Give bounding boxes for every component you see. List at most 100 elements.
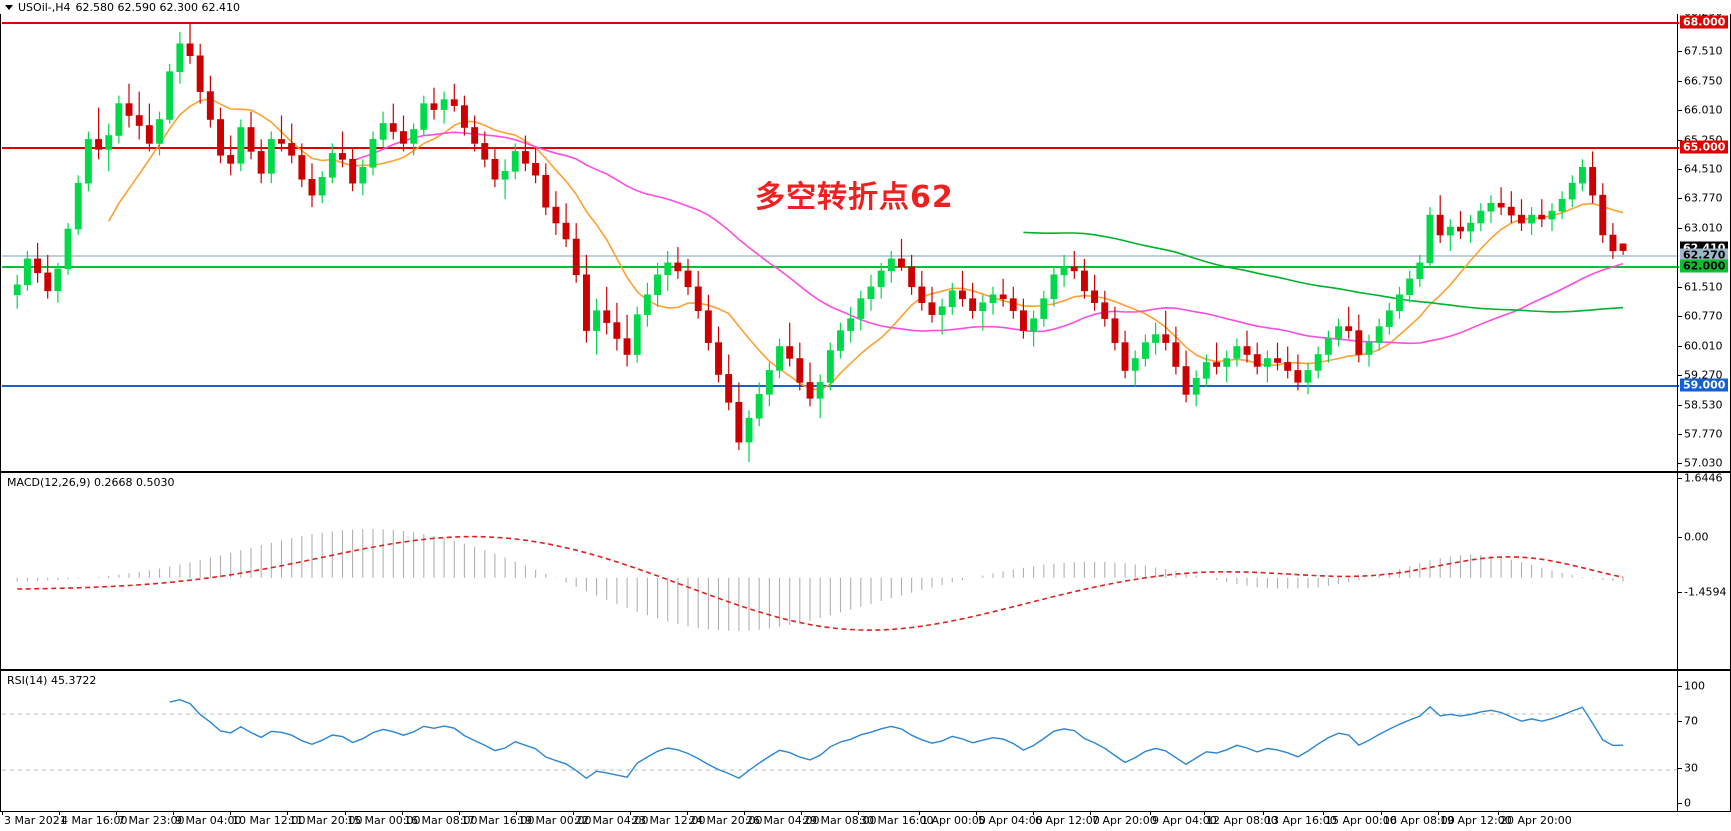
price-pill-62-000[interactable]: 62.000 [1680,259,1729,273]
chart-header: USOil-,H4 62.580 62.590 62.300 62.410 [0,0,1731,14]
triangle-down-icon[interactable] [5,4,13,10]
axis-tick-label: 59.270 [1684,368,1723,382]
rsi-caption: RSI(14) 45.3722 [7,674,97,687]
time-tick-mark [858,812,859,815]
axis-tick-label: 100 [1684,679,1705,693]
time-tick-label: 30 Mar 16:00 [860,814,934,827]
axis-tick-mark [1678,478,1682,479]
level-line-pivot-62 [2,266,1679,268]
price-pill-68-000[interactable]: 68.000 [1680,15,1729,29]
axis-tick-label: 66.750 [1684,74,1723,88]
time-tick-label: 13 Apr 16:00 [1265,814,1337,827]
rsi-pane[interactable]: RSI(14) 45.3722 [0,670,1731,812]
ohlc-values: 62.580 62.590 62.300 62.410 [75,0,240,14]
time-tick-label: 6 Apr 12:00 [1035,814,1100,827]
time-tick-mark [1263,812,1264,815]
axis-tick-mark [1678,110,1682,111]
time-tick-mark [1438,812,1439,815]
time-tick-label: 24 Mar 20:00 [689,814,763,827]
macd-pane[interactable]: MACD(12,26,9) 0.2668 0.5030 [0,472,1731,670]
axis-tick-label: 63.770 [1684,191,1723,205]
time-tick-mark [801,812,802,815]
macd-histogram [16,529,1624,631]
time-tick-label: 16 Mar 08:00 [404,814,478,827]
axis-tick-mark [1678,375,1682,376]
time-tick-mark [287,812,288,815]
candlestick-series [13,23,1627,462]
time-tick-label: 19 Mar 00:00 [518,814,592,827]
price-axis[interactable]: 68.25067.51066.75066.01065.25064.51063.7… [1677,0,1731,812]
rsi-plot-area[interactable] [2,672,1730,810]
axis-tick-mark [1678,346,1682,347]
axis-tick-mark [1678,169,1682,170]
time-tick-label: 9 Apr 04:00 [1152,814,1217,827]
level-line-resistance-65 [2,147,1679,149]
time-tick-label: 3 Mar 2021 [4,814,67,827]
axis-tick-label: 30 [1684,761,1698,775]
time-tick-label: 16 Apr 08:00 [1383,814,1455,827]
time-tick-mark [402,812,403,815]
chart-annotation-text[interactable]: 多空转折点62 [755,180,954,215]
time-tick-label: 12 Apr 08:00 [1206,814,1278,827]
axis-tick-mark [1678,316,1682,317]
axis-tick-label: -1.4594 [1684,585,1727,599]
time-tick-mark [744,812,745,815]
axis-tick-label: 61.510 [1684,280,1723,294]
price-pill-65-000[interactable]: 65.000 [1680,140,1729,154]
axis-tick-mark [1678,198,1682,199]
price-plot-area[interactable] [2,8,1730,470]
price-pane[interactable] [0,6,1731,472]
time-tick-mark [976,812,977,815]
axis-tick-mark [1678,51,1682,52]
time-tick-mark [116,812,117,815]
axis-tick-label: 1.6446 [1684,471,1723,485]
axis-tick-mark [1678,81,1682,82]
time-tick-mark [687,812,688,815]
axis-tick-mark [1678,228,1682,229]
axis-tick-mark [1678,803,1682,804]
time-tick-label: 9 Mar 04:00 [175,814,242,827]
time-tick-mark [1033,812,1034,815]
time-tick-label: 17 Mar 16:00 [461,814,535,827]
axis-tick-mark [1678,434,1682,435]
axis-tick-label: 0 [1684,796,1691,810]
time-tick-mark [630,812,631,815]
time-tick-mark [230,812,231,815]
axis-tick-label: 64.510 [1684,162,1723,176]
macd-plot-area[interactable] [2,474,1730,668]
axis-tick-mark [1678,537,1682,538]
axis-tick-label: 57.030 [1684,456,1723,470]
macd-signal-line [17,535,1624,631]
time-tick-mark [919,812,920,815]
time-tick-mark [1204,812,1205,815]
time-tick-mark [1150,812,1151,815]
ma-mid-magenta [352,131,1624,345]
time-tick-mark [1323,812,1324,815]
macd-caption: MACD(12,26,9) 0.2668 0.5030 [7,476,175,489]
time-tick-mark [1090,812,1091,815]
rsi-line [169,698,1624,780]
time-tick-label: 23 Mar 12:00 [632,814,706,827]
time-tick-mark [2,812,3,815]
time-tick-label: 19 Apr 12:00 [1440,814,1512,827]
axis-tick-label: 67.510 [1684,44,1723,58]
price-pill-62-270[interactable]: 62.270 [1680,248,1729,262]
axis-tick-label: 70 [1684,714,1698,728]
time-tick-label: 15 Mar 00:00 [347,814,421,827]
time-tick-mark [1498,812,1499,815]
level-line-pivot-62-270 [2,255,1679,257]
price-pill-59-000[interactable]: 59.000 [1680,378,1729,392]
time-tick-label: 1 Apr 00:00 [921,814,986,827]
axis-tick-label: 60.770 [1684,309,1723,323]
time-tick-label: 7 Apr 20:00 [1092,814,1157,827]
time-tick-label: 10 Mar 12:00 [232,814,306,827]
axis-tick-label: 63.010 [1684,221,1723,235]
time-tick-label: 29 Mar 08:00 [803,814,877,827]
time-tick-mark [573,812,574,815]
axis-tick-label: 0.00 [1684,530,1709,544]
time-tick-mark [459,812,460,815]
time-axis[interactable]: 3 Mar 2021 4 Mar 16:00 7 Mar 23:00 9 Mar 04… [0,812,1731,831]
axis-tick-label: 60.010 [1684,339,1723,353]
axis-tick-mark [1678,686,1682,687]
axis-tick-label: 58.530 [1684,398,1723,412]
